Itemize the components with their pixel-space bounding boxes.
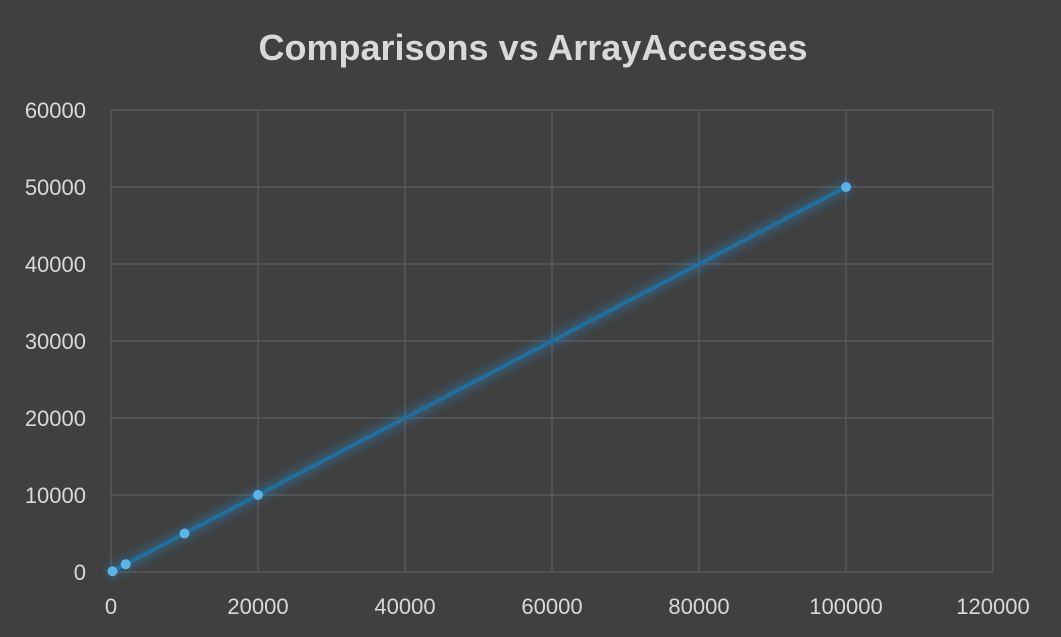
x-tick-label: 0 bbox=[105, 594, 117, 619]
data-point bbox=[179, 528, 190, 539]
y-tick-label: 0 bbox=[74, 560, 86, 585]
y-tick-label: 30000 bbox=[25, 329, 86, 354]
x-tick-label: 20000 bbox=[227, 594, 288, 619]
x-tick-label: 60000 bbox=[521, 594, 582, 619]
data-point bbox=[120, 559, 131, 570]
x-axis-ticks: 0 20000 40000 60000 80000 100000 120000 bbox=[105, 594, 1030, 619]
chart-title: Comparisons vs ArrayAccesses bbox=[259, 27, 808, 68]
x-tick-label: 100000 bbox=[809, 594, 882, 619]
y-tick-label: 40000 bbox=[25, 252, 86, 277]
y-tick-label: 60000 bbox=[25, 98, 86, 123]
x-tick-label: 40000 bbox=[374, 594, 435, 619]
series bbox=[105, 180, 853, 579]
y-tick-label: 10000 bbox=[25, 483, 86, 508]
y-axis-ticks: 0 10000 20000 30000 40000 50000 60000 bbox=[25, 98, 86, 585]
x-tick-label: 120000 bbox=[956, 594, 1029, 619]
data-point bbox=[253, 490, 263, 500]
y-tick-label: 20000 bbox=[25, 406, 86, 431]
y-tick-label: 50000 bbox=[25, 175, 86, 200]
data-point bbox=[107, 566, 118, 577]
data-point bbox=[841, 182, 851, 192]
x-tick-label: 80000 bbox=[668, 594, 729, 619]
